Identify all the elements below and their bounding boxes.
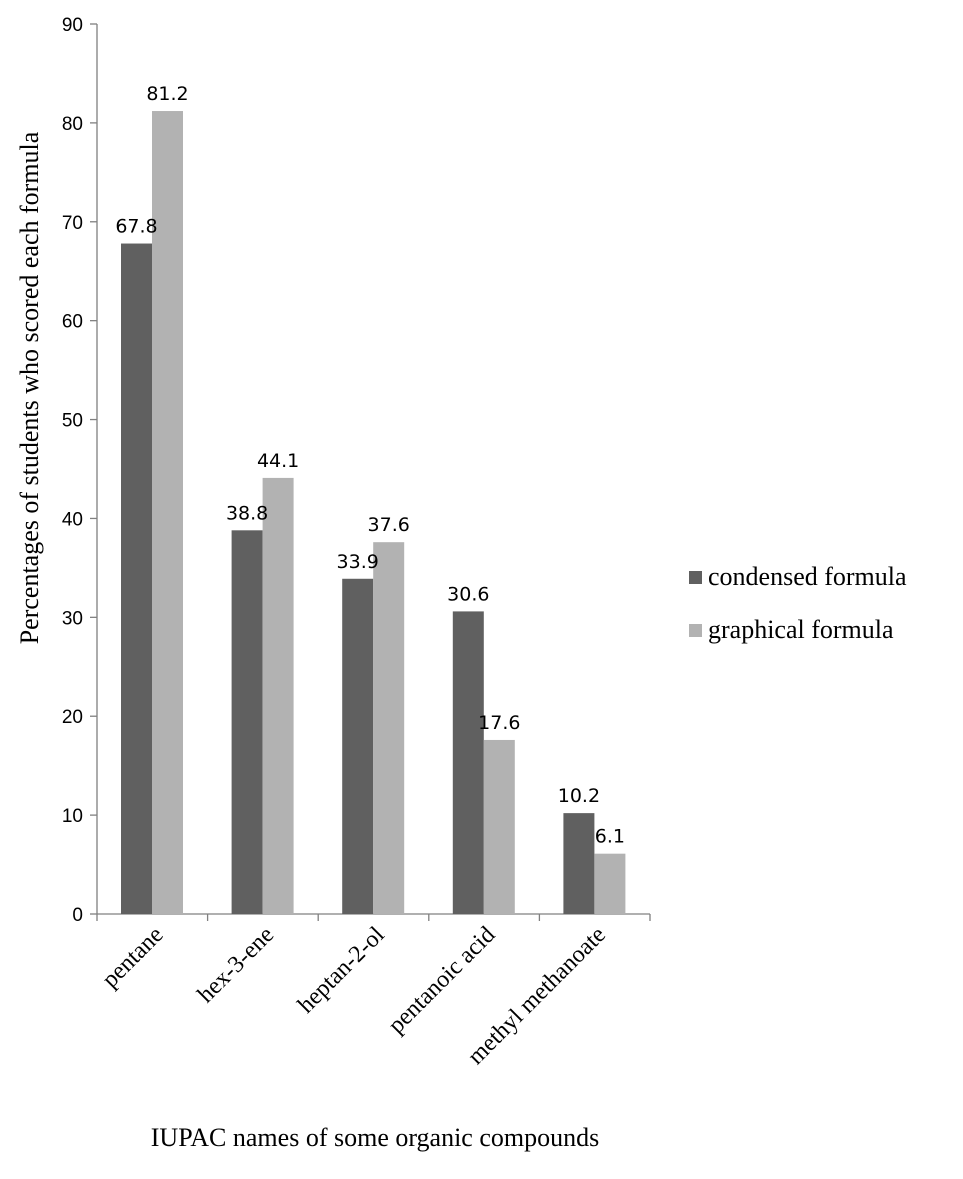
bar: [262, 477, 294, 914]
legend-label-graphical: graphical formula: [708, 615, 894, 644]
y-tick-label: 90: [62, 15, 83, 36]
bar: [594, 853, 626, 914]
x-axis-title: IUPAC names of some organic compounds: [151, 1123, 599, 1152]
data-label: 6.1: [595, 826, 625, 848]
y-tick-label: 30: [62, 608, 83, 629]
bar: [152, 111, 183, 915]
legend-swatch-graphical: [689, 624, 702, 637]
legend-swatch-condensed: [689, 571, 702, 584]
data-label: 10.2: [558, 785, 600, 807]
data-label: 30.6: [447, 583, 489, 605]
bar: [452, 611, 484, 914]
data-label: 17.6: [478, 712, 520, 734]
x-category-label: heptan-2-ol: [293, 922, 390, 1019]
y-axis-title: Percentages of students who scored each …: [15, 131, 44, 644]
bar: [563, 813, 595, 914]
bars: [121, 111, 626, 915]
data-label: 81.2: [146, 83, 188, 105]
x-category-label: pentane: [97, 922, 168, 993]
data-label: 37.6: [368, 514, 410, 536]
bar: [121, 243, 152, 915]
y-tick-label: 20: [62, 707, 83, 728]
bar: [231, 530, 263, 914]
y-tick-label: 50: [62, 411, 83, 432]
legend: condensed formula graphical formula: [689, 562, 907, 644]
x-category-label: hex-3-ene: [193, 922, 279, 1008]
bar: [483, 739, 515, 914]
legend-label-condensed: condensed formula: [708, 562, 907, 591]
y-tick-label: 60: [62, 312, 83, 333]
data-label: 38.8: [226, 502, 268, 524]
y-axis: 0 10 20 30 40 50 60 70 80 90: [62, 15, 98, 926]
data-label: 44.1: [257, 450, 299, 472]
y-tick-label: 40: [62, 509, 83, 530]
y-tick-label: 10: [62, 806, 83, 827]
data-labels: 67.8 81.2 38.8 44.1 33.9 37.6 30.6 17.6 10.2 6.1: [115, 83, 625, 848]
data-label: 67.8: [115, 216, 157, 238]
bar: [342, 578, 374, 914]
x-axis: [96, 913, 651, 921]
bar: [373, 542, 405, 914]
y-tick-label: 80: [62, 114, 83, 135]
y-tick-label: 0: [72, 905, 83, 926]
data-label: 33.9: [337, 551, 379, 573]
x-category-label: pentanoic acid: [383, 922, 500, 1039]
y-tick-label: 70: [62, 213, 83, 234]
